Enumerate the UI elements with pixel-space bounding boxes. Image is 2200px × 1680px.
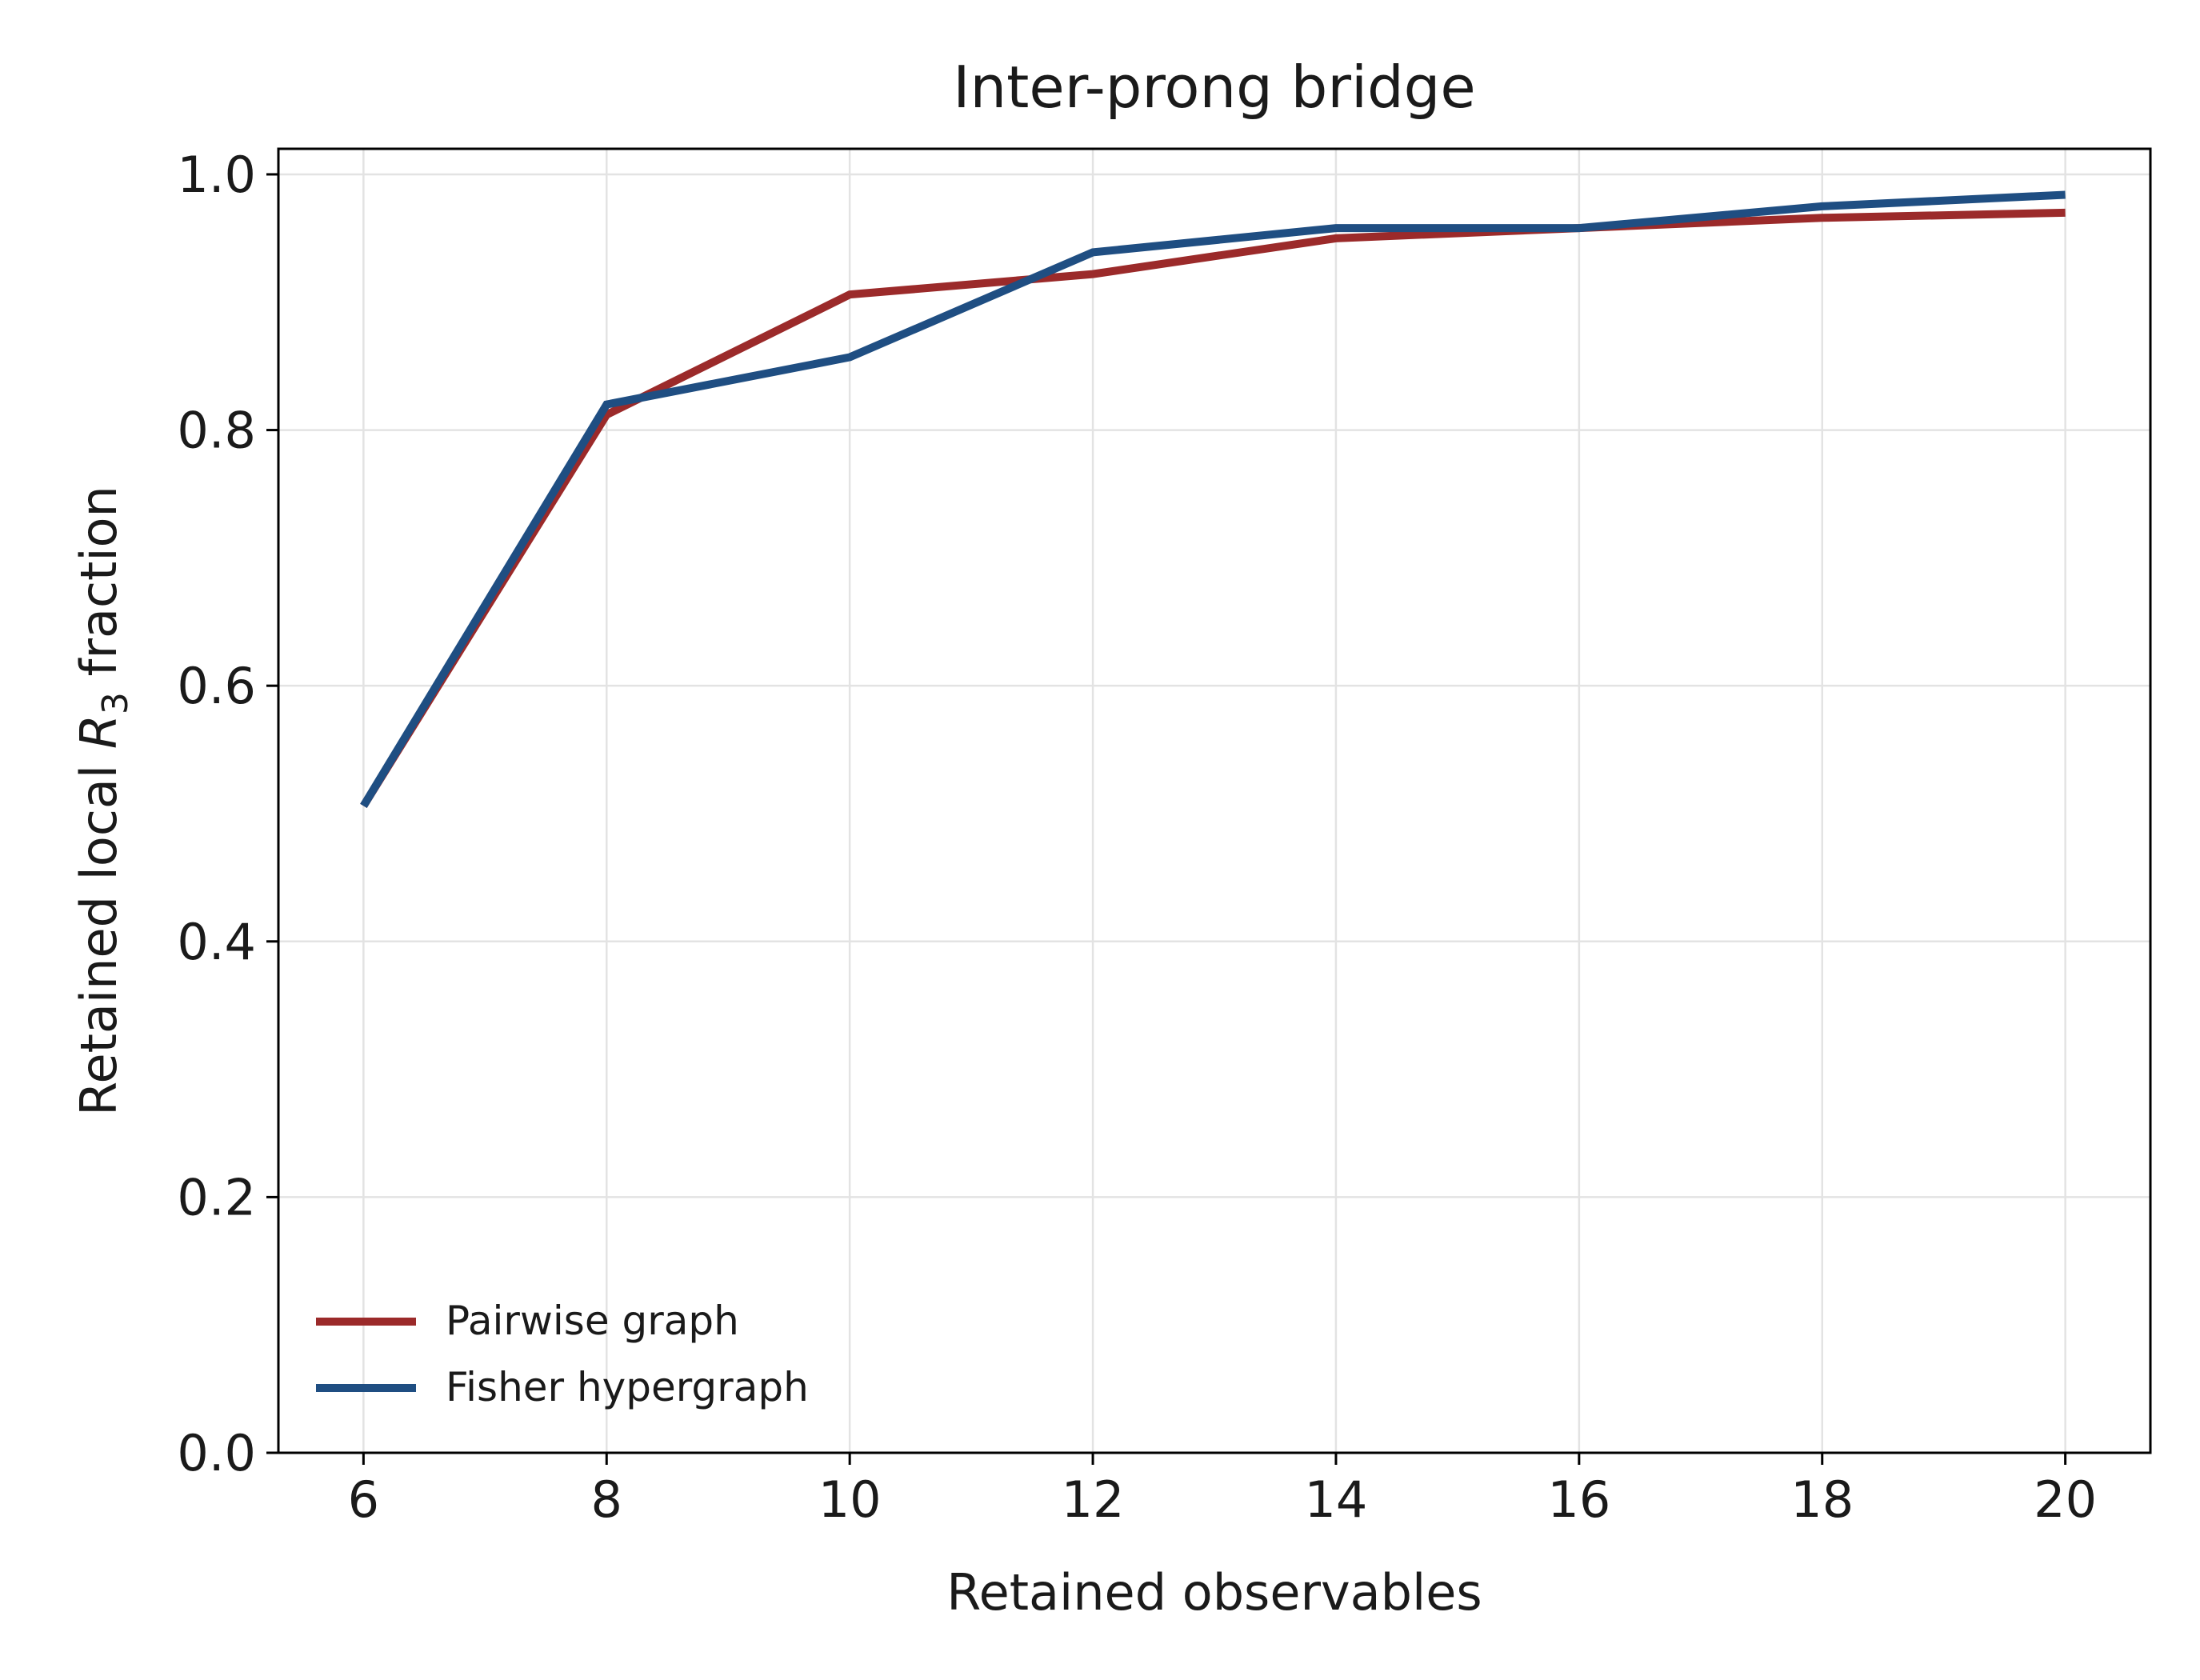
y-tick-label: 0.6 [177, 657, 256, 715]
x-tick-label: 16 [1547, 1470, 1610, 1529]
x-tick-label: 14 [1304, 1470, 1367, 1529]
y-axis-label-tail: fraction [70, 486, 128, 692]
x-tick-label: 20 [2034, 1470, 2097, 1529]
x-tick-label: 12 [1062, 1470, 1125, 1529]
x-tick-label: 8 [591, 1470, 622, 1529]
y-tick-label: 0.0 [177, 1424, 256, 1482]
y-tick-label: 0.4 [177, 913, 256, 971]
series-line-fisher [360, 190, 2066, 808]
x-axis-label: Retained observables [946, 1563, 1482, 1622]
x-tick-label: 6 [348, 1470, 379, 1529]
chart-title: Inter-prong bridge [953, 54, 1475, 121]
x-tick-label: 18 [1790, 1470, 1854, 1529]
y-axis-label-symbol: R [70, 714, 128, 749]
legend: Pairwise graph Fisher hypergraph [316, 1298, 809, 1410]
y-tick-label: 0.8 [177, 402, 256, 460]
plot-area-frame [277, 147, 2152, 1454]
y-axis-label-subscript: 3 [95, 692, 136, 714]
y-axis-label-main: Retained local [70, 749, 128, 1116]
legend-label-fisher: Fisher hypergraph [446, 1364, 809, 1410]
y-axis: 0.0 0.2 0.4 0.6 0.8 1.0 [177, 146, 278, 1482]
x-tick-label: 10 [818, 1470, 882, 1529]
y-tick-label: 0.2 [177, 1168, 256, 1226]
y-axis-label: Retained local R3 fraction [70, 486, 136, 1116]
legend-label-pairwise: Pairwise graph [446, 1298, 739, 1344]
x-axis: 6 8 10 12 14 16 18 20 [348, 1453, 2097, 1529]
series-lines [360, 190, 2066, 809]
y-tick-label: 1.0 [177, 146, 256, 204]
